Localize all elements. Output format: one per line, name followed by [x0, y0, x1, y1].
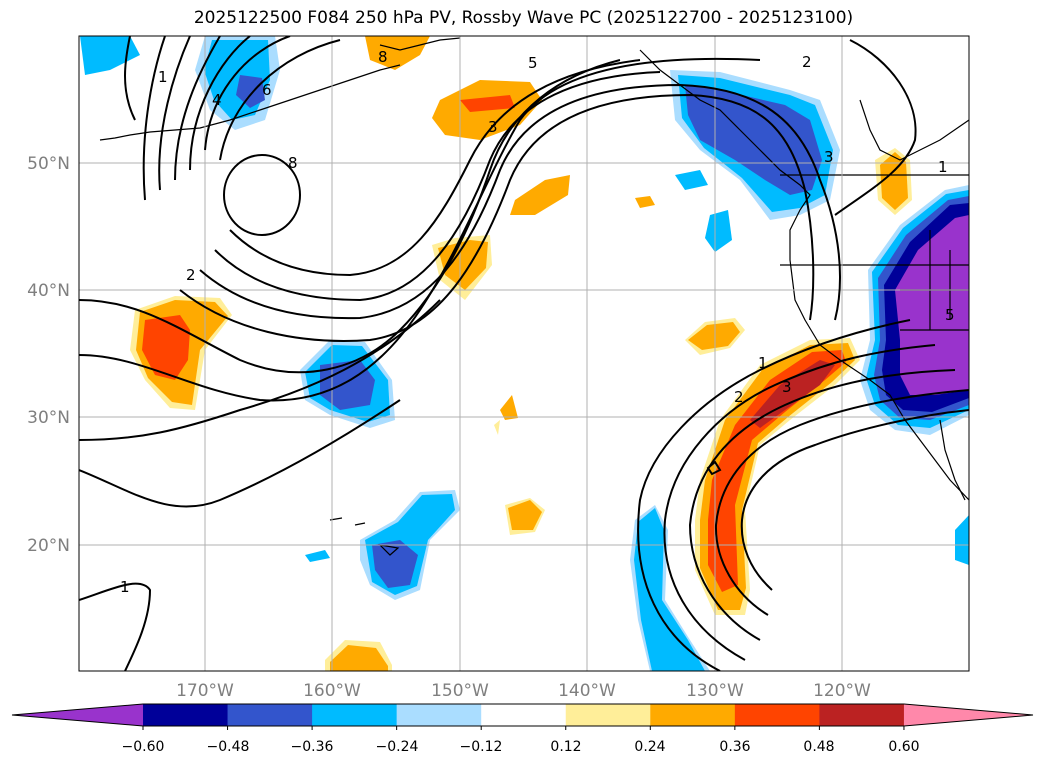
colorbar-tick-label: 0.48: [803, 739, 834, 755]
colorbar-swatch: [481, 704, 567, 726]
colorbar-swatch: [565, 704, 651, 726]
contour-label: 1: [938, 158, 948, 176]
positive-anomaly-top: [365, 36, 430, 70]
colorbar-swatch: [734, 704, 820, 726]
contour-label: 3: [488, 118, 498, 136]
colorbar-swatch: [143, 704, 229, 726]
lon-label: 170°W: [176, 681, 234, 701]
contour-label: 2: [734, 388, 744, 406]
lon-label: 130°W: [686, 681, 744, 701]
aleutian-islands: [99, 64, 401, 141]
lon-label: 140°W: [558, 681, 616, 701]
colorbar-tick-labels: −0.60 −0.48 −0.36 −0.24 −0.12 0.12 0.24 …: [122, 739, 920, 755]
lat-label: 40°N: [27, 281, 70, 301]
latitude-labels: 50°N 40°N 30°N 20°N: [27, 154, 70, 556]
longitude-labels: 170°W 160°W 150°W 140°W 130°W 120°W: [176, 681, 871, 701]
contour-label: 6: [262, 81, 272, 99]
lon-label: 120°W: [813, 681, 871, 701]
colorbar-swatch: [227, 704, 313, 726]
colorbar-tick-label: 0.24: [634, 739, 665, 755]
contour-label: 8: [378, 48, 388, 66]
colorbar-tick-label: 0.36: [719, 739, 750, 755]
colorbar-tick-label: −0.24: [376, 739, 419, 755]
figure-title: 2025122500 F084 250 hPa PV, Rossby Wave …: [193, 8, 854, 28]
contour-labels: 1 4 6 8 8 5 3 2 3 2 1 2 3 1 1 5: [120, 48, 955, 596]
pv-contours: [79, 36, 969, 671]
lat-label: 30°N: [27, 408, 70, 428]
contour-label: 1: [120, 578, 130, 596]
contour-label: 5: [528, 54, 538, 72]
contour-label: 2: [186, 266, 196, 284]
contour-label: 3: [782, 378, 792, 396]
colorbar-extend-high: [903, 704, 1033, 726]
lat-label: 20°N: [27, 536, 70, 556]
colorbar-swatch: [819, 704, 905, 726]
colorbar-tick-label: −0.12: [460, 739, 503, 755]
colorbar: [11, 703, 1034, 730]
contour-label: 8: [288, 154, 298, 172]
contour-label: 1: [758, 354, 768, 372]
lon-label: 150°W: [431, 681, 489, 701]
colorbar-tick-label: −0.36: [291, 739, 334, 755]
colorbar-swatch: [312, 704, 398, 726]
colorbar-tick-label: 0.60: [888, 739, 919, 755]
contour-label: 3: [824, 148, 834, 166]
map-border: [78, 35, 970, 672]
colorbar-extend-low: [12, 704, 143, 726]
colorbar-tick-label: 0.12: [550, 739, 581, 755]
contour-label: 1: [158, 68, 168, 86]
colorbar-tick-label: −0.48: [207, 739, 250, 755]
contour-label: 5: [945, 306, 955, 324]
lon-label: 160°W: [303, 681, 361, 701]
colorbar-swatch: [650, 704, 736, 726]
colorbar-swatch: [396, 704, 482, 726]
contour-label: 4: [212, 91, 222, 109]
lat-label: 50°N: [27, 154, 70, 174]
contour-label: 2: [802, 53, 812, 71]
colorbar-tick-label: −0.60: [122, 739, 165, 755]
map-panel: 1 4 6 8 8 5 3 2 3 2 1 2 3 1 1 5: [79, 36, 969, 671]
